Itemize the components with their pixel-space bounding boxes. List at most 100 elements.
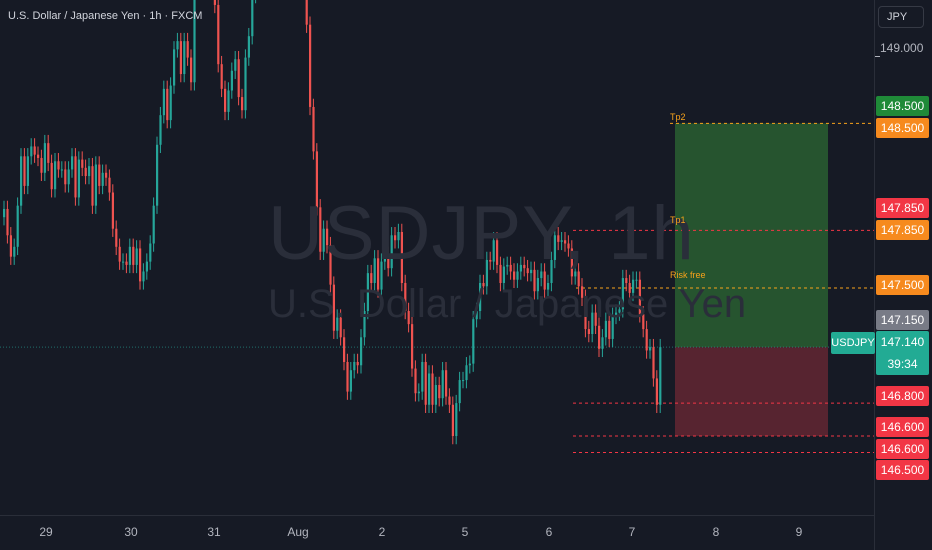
candle-body [370, 273, 373, 284]
candle-body [64, 169, 67, 185]
candle-body [625, 278, 628, 284]
candle-body [84, 167, 87, 177]
candle-body [489, 259, 492, 262]
candle-body [37, 154, 40, 158]
candle-body [115, 228, 118, 247]
date-tick-30: 30 [124, 525, 138, 539]
candle-body [326, 228, 329, 246]
candle-body [652, 347, 655, 379]
price-label-147150: 147.150 [876, 310, 929, 330]
candle-body [390, 235, 393, 269]
candle-body [366, 273, 369, 311]
candle-body [421, 361, 424, 392]
candle-body [550, 259, 553, 284]
candle-body [451, 404, 454, 437]
candle-body [237, 59, 240, 98]
candle-body [13, 246, 16, 257]
candle-body [166, 88, 169, 121]
candle-body [601, 337, 604, 349]
candle-body [101, 172, 104, 186]
candle-body [9, 235, 12, 257]
candle-body [193, 0, 196, 83]
price-tick-149000: 149.000 [880, 41, 924, 55]
candle-body [315, 151, 318, 208]
level-label-tp2: Tp2 [670, 112, 686, 122]
candle-body [47, 143, 50, 163]
date-tick-aug: Aug [287, 525, 309, 539]
candle-body [57, 161, 60, 170]
candle-body [434, 385, 437, 405]
candle-body [339, 317, 342, 338]
candle-body [98, 164, 101, 186]
candle-body [404, 283, 407, 311]
candle-body [536, 278, 539, 292]
candle-body [40, 157, 43, 173]
candle-body [176, 41, 179, 50]
candle-body [118, 246, 121, 262]
candle-body [183, 41, 186, 75]
candle-body [241, 97, 244, 111]
price-label-risk-free: 147.500 [876, 275, 929, 295]
candle-body [581, 286, 584, 298]
chart-title: U.S. Dollar / Japanese Yen · 1h · FXCM [8, 10, 203, 22]
candle-body [564, 240, 567, 244]
candle-body [20, 156, 23, 206]
candle-body [139, 248, 142, 282]
candle-body [356, 361, 359, 366]
candle-body [628, 283, 631, 293]
candle-body [530, 269, 533, 274]
candle-body [230, 70, 233, 91]
candle-body [111, 192, 114, 229]
price-label-tp1-orange: 147.850 [876, 220, 929, 240]
candle-body [26, 156, 29, 186]
candle-body [360, 337, 363, 366]
candle-body [492, 240, 495, 262]
candle-body [135, 248, 138, 265]
candle-body [88, 166, 91, 177]
candle-body [502, 266, 505, 284]
candle-body [377, 258, 380, 290]
currency-button[interactable]: JPY [878, 6, 924, 28]
candle-body [349, 370, 352, 392]
candle-body [33, 146, 36, 155]
candle-body [472, 319, 475, 364]
date-tick-7: 7 [628, 525, 636, 539]
candle-body [462, 380, 465, 382]
candle-body [145, 261, 148, 272]
date-tick-31: 31 [207, 525, 221, 539]
candle-body [332, 284, 335, 331]
candle-body [224, 88, 227, 112]
bar-countdown: 39:34 [887, 357, 918, 371]
candle-body [54, 161, 57, 190]
candle-body [132, 246, 135, 265]
candle-body [50, 162, 53, 190]
price-label-146500: 146.500 [876, 460, 929, 480]
candle-body [621, 278, 624, 310]
candle-body [574, 271, 577, 277]
candle-body [322, 228, 325, 252]
candle-body [244, 57, 247, 111]
candle-body [213, 0, 216, 5]
watermark-name: U.S. Dollar / Japanese Yen [268, 282, 747, 326]
candle-body [499, 264, 502, 284]
candle-body [363, 310, 366, 338]
candle-body [336, 317, 339, 331]
candle-body [598, 325, 601, 349]
candle-body [441, 370, 444, 399]
candle-body [533, 269, 536, 292]
candle-body [346, 361, 349, 392]
candle-body [186, 41, 189, 58]
candle-body [468, 363, 471, 366]
candle-body [523, 264, 526, 269]
candle-body [570, 248, 573, 277]
candle-body [438, 385, 441, 399]
candle-body [584, 297, 587, 330]
candle-body [122, 261, 125, 263]
candle-body [74, 156, 77, 198]
candle-body [343, 337, 346, 362]
candle-body [587, 329, 590, 335]
candle-body [557, 235, 560, 242]
level-label-tp1: Tp1 [670, 215, 686, 225]
price-label-tp2-orange: 148.500 [876, 118, 929, 138]
